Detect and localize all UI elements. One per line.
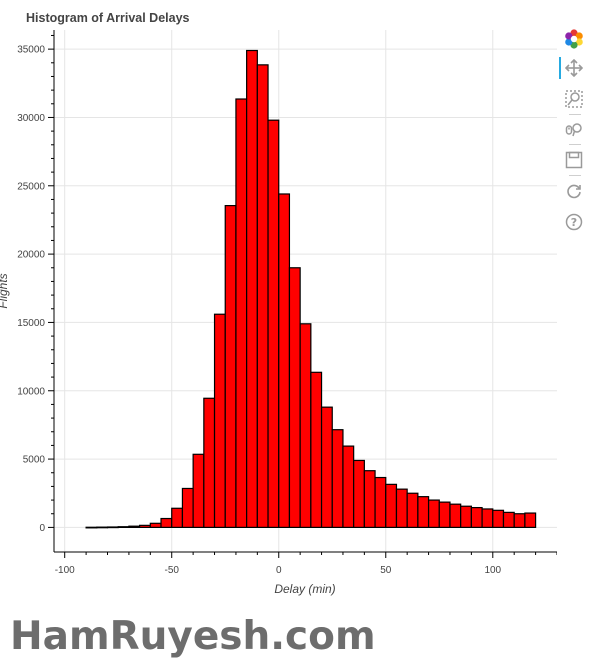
wheel-zoom-icon[interactable] (561, 118, 587, 140)
chart-title: Histogram of Arrival Delays (26, 11, 190, 25)
y-axis-label: Flights (0, 273, 10, 308)
histogram-bar (502, 511, 515, 529)
y-tick-label: 30000 (17, 113, 45, 124)
x-tick-label: 100 (484, 565, 501, 576)
histogram-bar (246, 49, 258, 529)
histogram-bar (460, 505, 472, 529)
histogram-bar (417, 496, 430, 529)
histogram-bar (299, 323, 312, 529)
reset-icon[interactable] (561, 180, 587, 202)
histogram-bar (203, 397, 216, 529)
histogram-bar (363, 470, 376, 529)
histogram-bar (481, 508, 494, 529)
histogram-bar (139, 524, 151, 529)
histogram-bar (310, 371, 323, 529)
histogram-bar (106, 526, 119, 529)
histogram-bar (492, 509, 505, 529)
histogram-bar (470, 506, 483, 529)
help-icon[interactable]: ? (561, 211, 587, 233)
x-tick-label: -50 (164, 565, 179, 576)
pan-icon[interactable] (559, 57, 587, 79)
histogram-bar (288, 267, 301, 529)
save-icon[interactable] (561, 149, 587, 171)
histogram-bar (278, 193, 291, 529)
histogram-bar (224, 204, 237, 529)
histogram-bar (235, 98, 248, 529)
histogram-bar (96, 526, 109, 529)
y-tick-label: 5000 (23, 455, 46, 466)
histogram-bar (160, 517, 173, 529)
x-axis-label: Delay (min) (274, 582, 335, 596)
histogram-bar (117, 526, 130, 529)
y-tick-label: 20000 (17, 250, 45, 261)
histogram-bar (171, 507, 184, 529)
histogram-bar (213, 313, 226, 529)
bokeh-logo-icon[interactable] (561, 28, 587, 50)
histogram-chart: -100 -50 0 50 100 0 5000 10000 15000 20000 25000 30… (0, 11, 557, 596)
histogram-bars (85, 49, 537, 529)
histogram-bar (353, 459, 365, 529)
histogram-bar (395, 488, 408, 529)
histogram-bar (192, 453, 205, 529)
watermark-text: HamRuyesh.com (10, 614, 376, 659)
y-tick-label: 35000 (17, 45, 45, 56)
x-tick-label: 50 (380, 565, 392, 576)
histogram-bar (374, 476, 387, 529)
histogram-bar (149, 522, 162, 529)
histogram-bar (256, 64, 269, 529)
histogram-bar (342, 445, 355, 529)
y-tick-label: 25000 (17, 181, 45, 192)
x-tick-label: 0 (276, 565, 282, 576)
y-tick-label: 10000 (17, 386, 45, 397)
histogram-bar (331, 429, 344, 529)
histogram-bar (85, 526, 98, 529)
histogram-bar (267, 119, 280, 529)
x-tick-label: -100 (55, 565, 75, 576)
box-zoom-icon[interactable] (561, 88, 587, 110)
histogram-bar (406, 492, 419, 529)
histogram-bar (513, 513, 526, 529)
histogram-bar (385, 483, 398, 529)
chart-toolbar: ? (557, 26, 593, 236)
histogram-bar (438, 501, 451, 529)
histogram-bar (524, 512, 537, 529)
tick-labels: -100 -50 0 50 100 0 5000 10000 15000 20000 25000 30… (17, 34, 557, 576)
histogram-bar (128, 525, 141, 529)
y-tick-label: 15000 (17, 318, 45, 329)
histogram-bar (320, 406, 333, 529)
histogram-bar (427, 499, 440, 529)
histogram-bar (181, 487, 194, 529)
y-tick-label: 0 (39, 523, 45, 534)
svg-text:?: ? (571, 216, 577, 229)
histogram-bar (449, 503, 462, 529)
